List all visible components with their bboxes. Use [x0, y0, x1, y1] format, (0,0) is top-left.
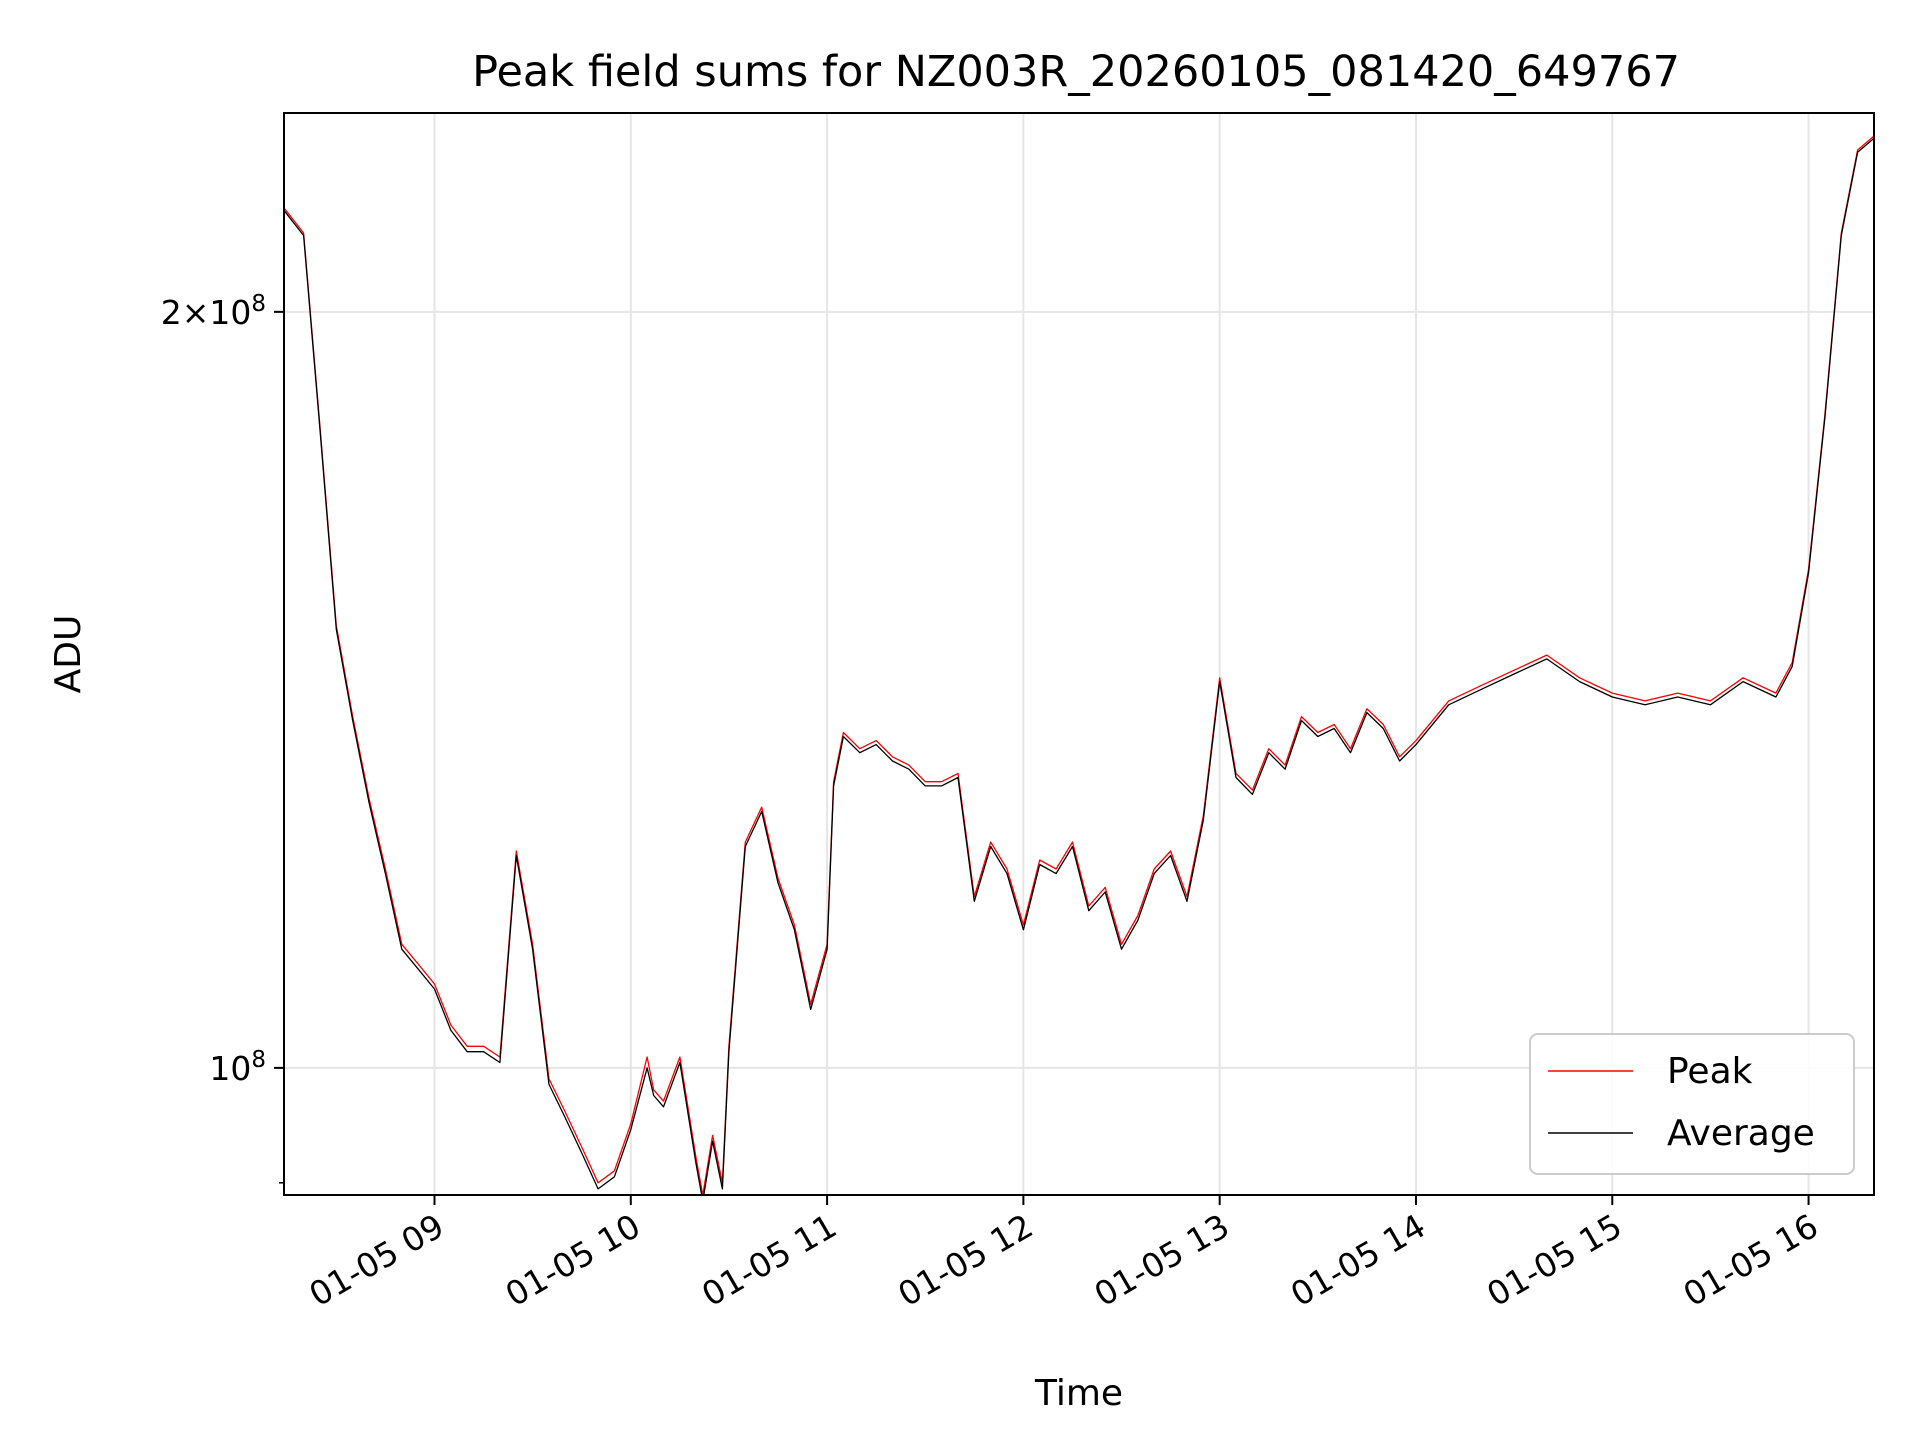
y-axis-title: ADU [48, 615, 89, 694]
legend-label-peak: Peak [1667, 1051, 1753, 1092]
chart-title: Peak field sums for NZ003R_20260105_0814… [472, 47, 1680, 97]
x-axis-title: Time [1034, 1373, 1123, 1414]
y-tick-base: 2×10 [161, 293, 252, 332]
y-tick-exponent: 8 [251, 1047, 266, 1073]
grid [284, 113, 1874, 1195]
y-tick-exponent: 8 [251, 291, 266, 317]
series-layer [284, 135, 1874, 1195]
series-line-average [284, 137, 1874, 1195]
y-tick-label: 2×108 [161, 291, 266, 332]
legend: Peak Average [1529, 1033, 1855, 1175]
y-tick-base: 10 [209, 1049, 251, 1088]
plot-frame [283, 112, 1875, 1196]
legend-label-average: Average [1667, 1113, 1815, 1154]
series-line-peak [284, 135, 1874, 1195]
y-tick-label: 108 [209, 1047, 266, 1088]
legend-box [1529, 1033, 1855, 1175]
